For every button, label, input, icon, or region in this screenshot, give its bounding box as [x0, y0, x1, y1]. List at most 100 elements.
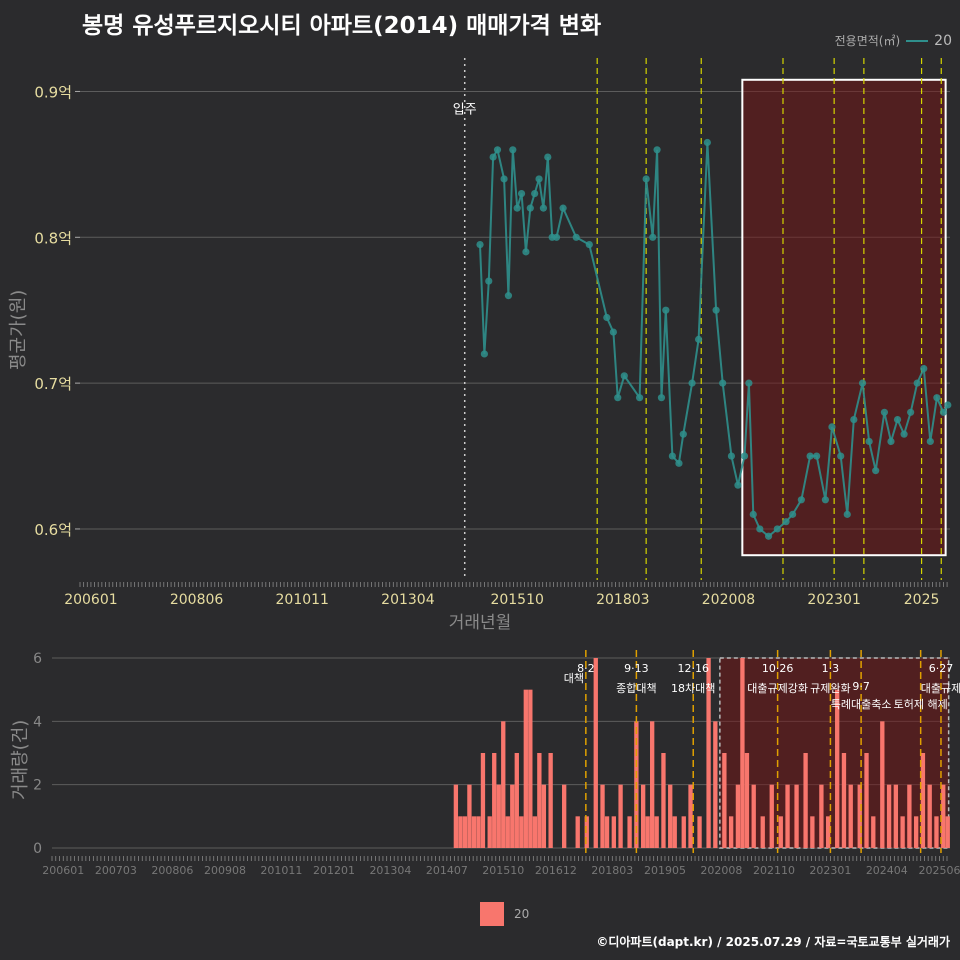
price-point [609, 328, 617, 336]
price-point [485, 277, 493, 285]
volume-bar [886, 784, 892, 848]
price-line-chart: 0.6억 0.7억 0.8억 0.9억 200601 200806 201011 201304… [34, 58, 952, 608]
volume-bar [471, 816, 477, 848]
price-point [764, 532, 773, 540]
price-point [649, 233, 657, 241]
volume-bar [645, 816, 650, 848]
legend-bar-swatch [480, 902, 504, 926]
volume-bar [864, 753, 869, 848]
price-point [585, 240, 593, 249]
x-tick-label: 202008 [702, 592, 755, 608]
volume-bar [537, 753, 542, 848]
price-point [657, 394, 666, 402]
volume-bar [523, 689, 528, 848]
policy-date-label: 6·27 [929, 662, 954, 675]
volume-bar [893, 784, 899, 848]
volume-bar [713, 721, 718, 848]
volume-bar [825, 816, 831, 848]
volume-bar [611, 816, 616, 848]
price-point [719, 379, 727, 387]
price-point [773, 525, 781, 533]
price-point [782, 518, 790, 526]
price-point [642, 175, 650, 183]
y-tick-label: 0 [33, 841, 42, 857]
volume-bar [848, 784, 853, 848]
price-point [688, 379, 696, 387]
volume-bar [769, 784, 774, 848]
price-point [749, 510, 757, 518]
price-point [679, 430, 687, 438]
x-tick-label: 201803 [591, 864, 633, 877]
legend-top-label: 20 [934, 32, 952, 49]
x-tick-label: 201612 [535, 864, 577, 877]
price-point [572, 233, 580, 241]
price-point [813, 452, 821, 460]
price-point [944, 401, 952, 409]
volume-bar [760, 816, 765, 848]
price-point [489, 153, 497, 161]
volume-bar [880, 721, 885, 848]
volume-bar [810, 816, 815, 848]
y-axis-label-top: 평균가(원) [8, 289, 29, 370]
volume-bar [907, 784, 912, 848]
volume-bar [681, 816, 686, 848]
x-tick-label: 202404 [866, 864, 908, 877]
price-point [535, 175, 543, 183]
volume-bar [945, 816, 950, 848]
price-point [806, 452, 814, 460]
y-tick-label: 6 [33, 651, 42, 667]
price-point [756, 525, 764, 533]
price-point [653, 146, 661, 154]
volume-bar [819, 784, 824, 848]
price-point [797, 496, 805, 504]
volume-bar [575, 816, 580, 848]
price-point [745, 379, 753, 387]
price-point [620, 372, 628, 380]
policy-name-label: 토허제 해제 [894, 697, 948, 711]
volume-bar [618, 784, 623, 848]
x-tick-label: 201304 [381, 592, 435, 608]
policy-name-label: 대출규제강화 [747, 682, 808, 695]
volume-bar [794, 784, 799, 848]
x-tick-label: 201011 [260, 864, 302, 877]
price-point [531, 189, 539, 198]
price-point [544, 153, 552, 161]
price-point [907, 408, 915, 416]
volume-bar [600, 784, 605, 848]
y-axis-label-bottom: 거래량(건) [10, 719, 31, 800]
volume-bar [514, 753, 519, 848]
price-point [552, 233, 561, 241]
price-point [500, 175, 508, 183]
price-point [865, 437, 873, 446]
price-point [740, 452, 749, 460]
volume-bar [920, 753, 926, 848]
price-point [926, 437, 934, 446]
volume-bar [584, 816, 589, 848]
x-tick-label: 201803 [596, 592, 649, 608]
price-point [603, 313, 611, 322]
y-tick-label: 0.9억 [34, 83, 72, 101]
policy-date-label: 8·2 [577, 662, 595, 675]
price-point [504, 292, 513, 300]
x-tick-label: 201201 [313, 864, 355, 877]
policy-name-label: 종합대책 [616, 682, 656, 695]
move-in-label: 입주 [453, 102, 477, 117]
chart-title: 봉명 유성푸르지오시티 아파트(2014) 매매가격 변화 [82, 13, 602, 39]
volume-bar [528, 689, 533, 848]
price-point [727, 452, 736, 460]
x-axis-label-top: 거래년월 [448, 613, 512, 633]
policy-name-label: 대출규제 [921, 682, 960, 695]
price-point [880, 408, 889, 416]
policy-name-label: 18차대책 [671, 682, 715, 695]
price-point [509, 146, 517, 154]
highlight-region [741, 78, 947, 557]
policy-date-label: 1·3 [822, 662, 840, 675]
price-point [933, 394, 941, 402]
x-tick-label: 200806 [170, 592, 224, 608]
volume-bar [604, 816, 610, 848]
price-point [517, 189, 526, 198]
volume-bar [467, 784, 472, 848]
volume-bar [562, 784, 567, 848]
x-tick-label: 201905 [644, 864, 686, 877]
price-point [522, 248, 530, 256]
